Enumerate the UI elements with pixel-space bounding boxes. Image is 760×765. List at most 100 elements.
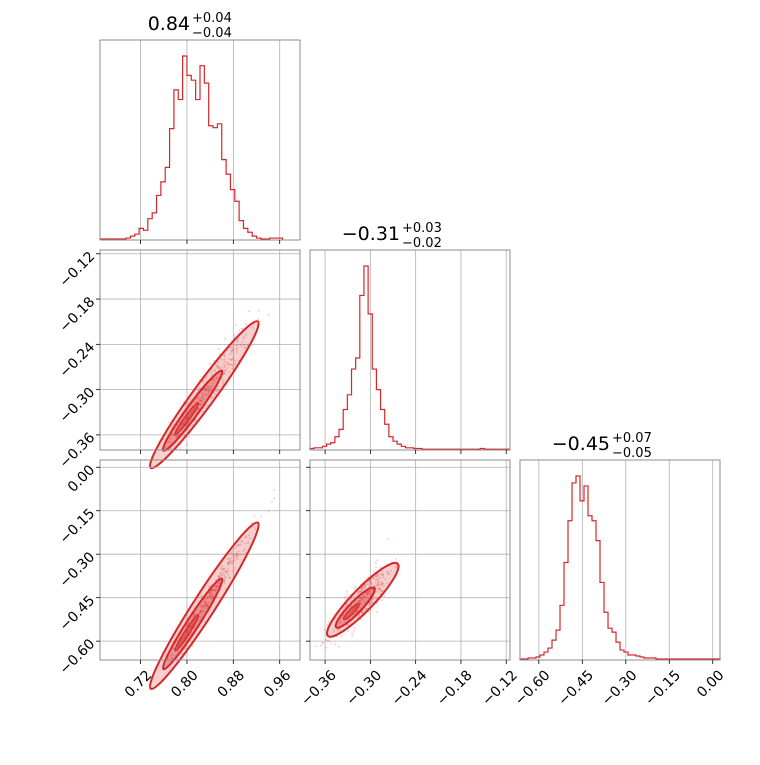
- sample-point: [237, 550, 240, 553]
- x-tick-label: −0.30: [343, 667, 385, 709]
- sample-point: [199, 604, 202, 606]
- sample-point: [203, 620, 206, 623]
- sample-point: [351, 632, 353, 635]
- sample-point: [205, 607, 208, 609]
- sample-point: [199, 612, 202, 615]
- sample-point: [361, 610, 364, 613]
- sample-point: [224, 576, 227, 579]
- sample-point: [231, 364, 234, 366]
- sample-point: [237, 544, 240, 547]
- sample-point: [229, 352, 232, 355]
- sample-point: [223, 361, 226, 363]
- sample-point: [220, 574, 223, 577]
- sample-point: [368, 590, 371, 593]
- sample-point: [204, 601, 207, 603]
- sample-point: [347, 623, 350, 626]
- sample-point: [194, 411, 197, 414]
- sample-point: [231, 346, 233, 349]
- sample-point: [360, 611, 363, 614]
- sample-point: [361, 599, 364, 601]
- sample-point: [231, 367, 234, 370]
- y-tick-label: −0.15: [57, 506, 99, 548]
- sample-point: [361, 597, 364, 600]
- title-median: −0.45: [552, 433, 610, 455]
- sample-point: [164, 446, 167, 449]
- sample-point: [353, 627, 356, 629]
- sample-point: [177, 433, 180, 436]
- sample-point: [168, 437, 171, 440]
- sample-point: [206, 602, 209, 605]
- sample-point: [340, 617, 343, 620]
- sample-point: [212, 378, 215, 381]
- y-tick-label: −0.18: [57, 294, 99, 336]
- sample-point: [197, 612, 200, 614]
- sample-point: [339, 621, 342, 624]
- sample-point: [226, 562, 229, 565]
- sample-point: [376, 590, 379, 593]
- sample-point: [244, 347, 247, 349]
- sample-point: [375, 610, 378, 613]
- sample-point: [212, 595, 214, 598]
- sample-point: [208, 585, 210, 588]
- sample-point: [352, 629, 355, 632]
- sample-point: [213, 585, 216, 588]
- y-tick-label: −0.24: [57, 339, 99, 381]
- sample-point: [219, 575, 222, 577]
- sample-point: [228, 560, 231, 563]
- sample-point: [375, 566, 378, 569]
- sample-point: [219, 572, 222, 575]
- sample-point: [360, 597, 363, 600]
- sample-point: [370, 582, 373, 585]
- sample-point: [242, 335, 245, 338]
- sample-point: [203, 610, 206, 613]
- sample-point: [211, 379, 214, 382]
- sample-point: [198, 407, 201, 410]
- sample-point: [202, 604, 205, 607]
- panel-frame: [99, 39, 301, 241]
- panel-frame: [99, 249, 301, 451]
- sample-point: [214, 389, 217, 392]
- sample-point: [327, 639, 330, 642]
- sample-point: [201, 605, 204, 608]
- sample-point: [370, 580, 372, 582]
- sample-point: [209, 590, 212, 593]
- sample-point: [347, 630, 350, 633]
- sample-point: [220, 366, 222, 368]
- x-tick-label: 0.80: [168, 667, 201, 700]
- sample-point: [322, 642, 325, 644]
- sample-point: [334, 643, 337, 646]
- sample-point: [236, 338, 239, 341]
- sample-point: [221, 378, 224, 381]
- sample-point: [201, 609, 204, 612]
- sample-point: [228, 561, 231, 564]
- sample-point: [234, 362, 237, 365]
- sample-point: [215, 589, 217, 592]
- sample-point: [235, 347, 238, 350]
- sample-point: [174, 436, 177, 438]
- sample-point: [230, 350, 233, 353]
- sample-point: [236, 340, 239, 343]
- sample-point: [205, 393, 208, 396]
- sample-point: [201, 396, 204, 399]
- sample-point: [364, 596, 367, 599]
- sample-point: [212, 589, 215, 592]
- sample-point: [368, 602, 371, 604]
- sample-point: [389, 569, 392, 572]
- sample-point: [203, 598, 205, 601]
- x-tick-label: −0.12: [479, 667, 521, 709]
- sample-point: [229, 557, 232, 560]
- sample-point: [176, 423, 179, 426]
- y-tick-label: −0.12: [57, 249, 99, 291]
- sample-point: [206, 604, 209, 607]
- title-minus-error: −0.05: [612, 446, 652, 461]
- y-tick-label: −0.45: [57, 593, 99, 635]
- sample-point: [217, 366, 220, 369]
- sample-point: [356, 600, 359, 603]
- sample-point: [197, 408, 200, 411]
- sample-point: [371, 588, 374, 591]
- sample-point: [368, 604, 371, 607]
- sample-point: [382, 582, 384, 585]
- sample-point: [365, 596, 368, 598]
- sample-point: [210, 397, 213, 400]
- sample-point: [224, 570, 227, 573]
